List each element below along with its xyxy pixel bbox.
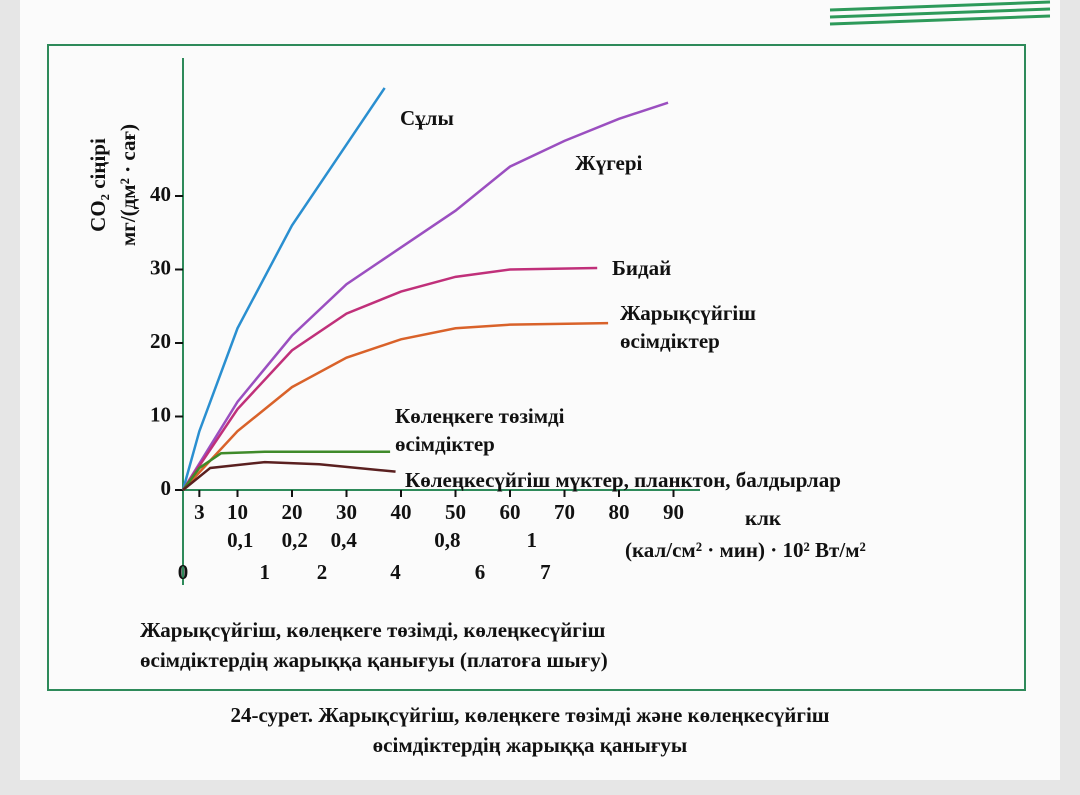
series-line	[182, 321, 609, 491]
chart-title: өсімдіктердің жарыққа қанығуы	[373, 733, 688, 757]
secondary-tick-label: 0,1	[227, 528, 253, 552]
paper	[20, 0, 1060, 780]
y-tick-label: 0	[161, 476, 172, 500]
secondary-tick-label: 4	[390, 560, 401, 584]
x-tick-label: 20	[282, 500, 303, 524]
y-tick-label: 30	[150, 255, 171, 279]
secondary-tick-label: 7	[540, 560, 551, 584]
series-line	[181, 266, 598, 491]
series-label: Жүгері	[575, 151, 643, 175]
secondary-tick-label: 2	[317, 560, 328, 584]
series-label: Сұлы	[400, 106, 454, 130]
x-tick-label: 70	[554, 500, 575, 524]
x-tick-label: 40	[391, 500, 412, 524]
chart-title: 24-сурет. Жарықсүйгіш, көлеңкеге төзімді…	[230, 703, 829, 727]
decoration	[829, 0, 1051, 26]
x-axis-label: клк	[745, 506, 782, 530]
series-label: өсімдіктер	[395, 432, 495, 456]
y-tick-label: 10	[150, 402, 171, 426]
frame	[47, 44, 1026, 691]
series-line	[181, 450, 391, 491]
secondary-tick-label: 1	[260, 560, 271, 584]
caption: өсімдіктердің жарыққа қанығуы (платоға ш…	[140, 648, 608, 672]
x-tick-label: 10	[227, 500, 248, 524]
secondary-tick-label: 0,8	[434, 528, 460, 552]
x-tick-label: 30	[336, 500, 357, 524]
caption: Жарықсүйгіш, көлеңкеге төзімді, көлеңкес…	[140, 618, 606, 642]
secondary-tick-label: 0	[178, 560, 189, 584]
x-tick-label: 60	[500, 500, 521, 524]
y-axis-label: мг/(дм² · сағ)	[116, 124, 140, 246]
series-line	[181, 101, 669, 491]
series-label: Жарықсүйгіш	[620, 301, 756, 325]
series-label: Көлеңкеге төзімді	[395, 404, 565, 428]
series-line	[182, 460, 396, 491]
series-label: Бидай	[612, 256, 671, 280]
secondary-tick-label: 0,2	[282, 528, 308, 552]
x-tick-label: 50	[445, 500, 466, 524]
y-tick-label: 20	[150, 329, 171, 353]
x-tick-label: 90	[663, 500, 684, 524]
y-axis-label: CO₂ сіңірі	[86, 138, 110, 232]
series-label: өсімдіктер	[620, 329, 720, 353]
secondary-tick-label: 1	[527, 528, 538, 552]
series-label: Көлеңкесүйгіш мүктер, планктон, балдырла…	[405, 468, 841, 492]
secondary-tick-label: 6	[475, 560, 486, 584]
secondary-tick-label: 0,4	[331, 528, 358, 552]
x2-axis-label: (кал/см² · мин) · 10² Вт/м²	[625, 538, 866, 562]
x-tick-label: 3	[194, 500, 205, 524]
x-tick-label: 80	[609, 500, 630, 524]
y-tick-label: 40	[150, 182, 171, 206]
series-line	[181, 87, 386, 491]
